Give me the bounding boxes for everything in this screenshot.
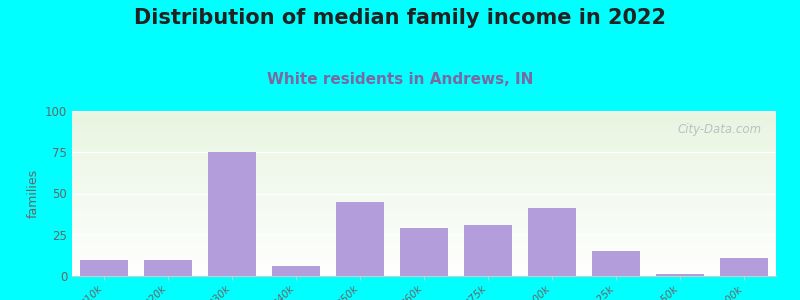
Bar [656,274,704,276]
Bar [464,225,512,276]
Bar [400,228,448,276]
Text: Distribution of median family income in 2022: Distribution of median family income in … [134,8,666,28]
Bar [144,260,192,276]
Y-axis label: families: families [26,169,39,218]
Bar [208,152,256,276]
Bar [528,208,576,276]
Bar [272,266,320,276]
Text: White residents in Andrews, IN: White residents in Andrews, IN [267,72,533,87]
Bar [592,251,640,276]
Bar [80,260,128,276]
Bar [336,202,384,276]
Bar [720,258,768,276]
Text: City-Data.com: City-Data.com [678,122,762,136]
